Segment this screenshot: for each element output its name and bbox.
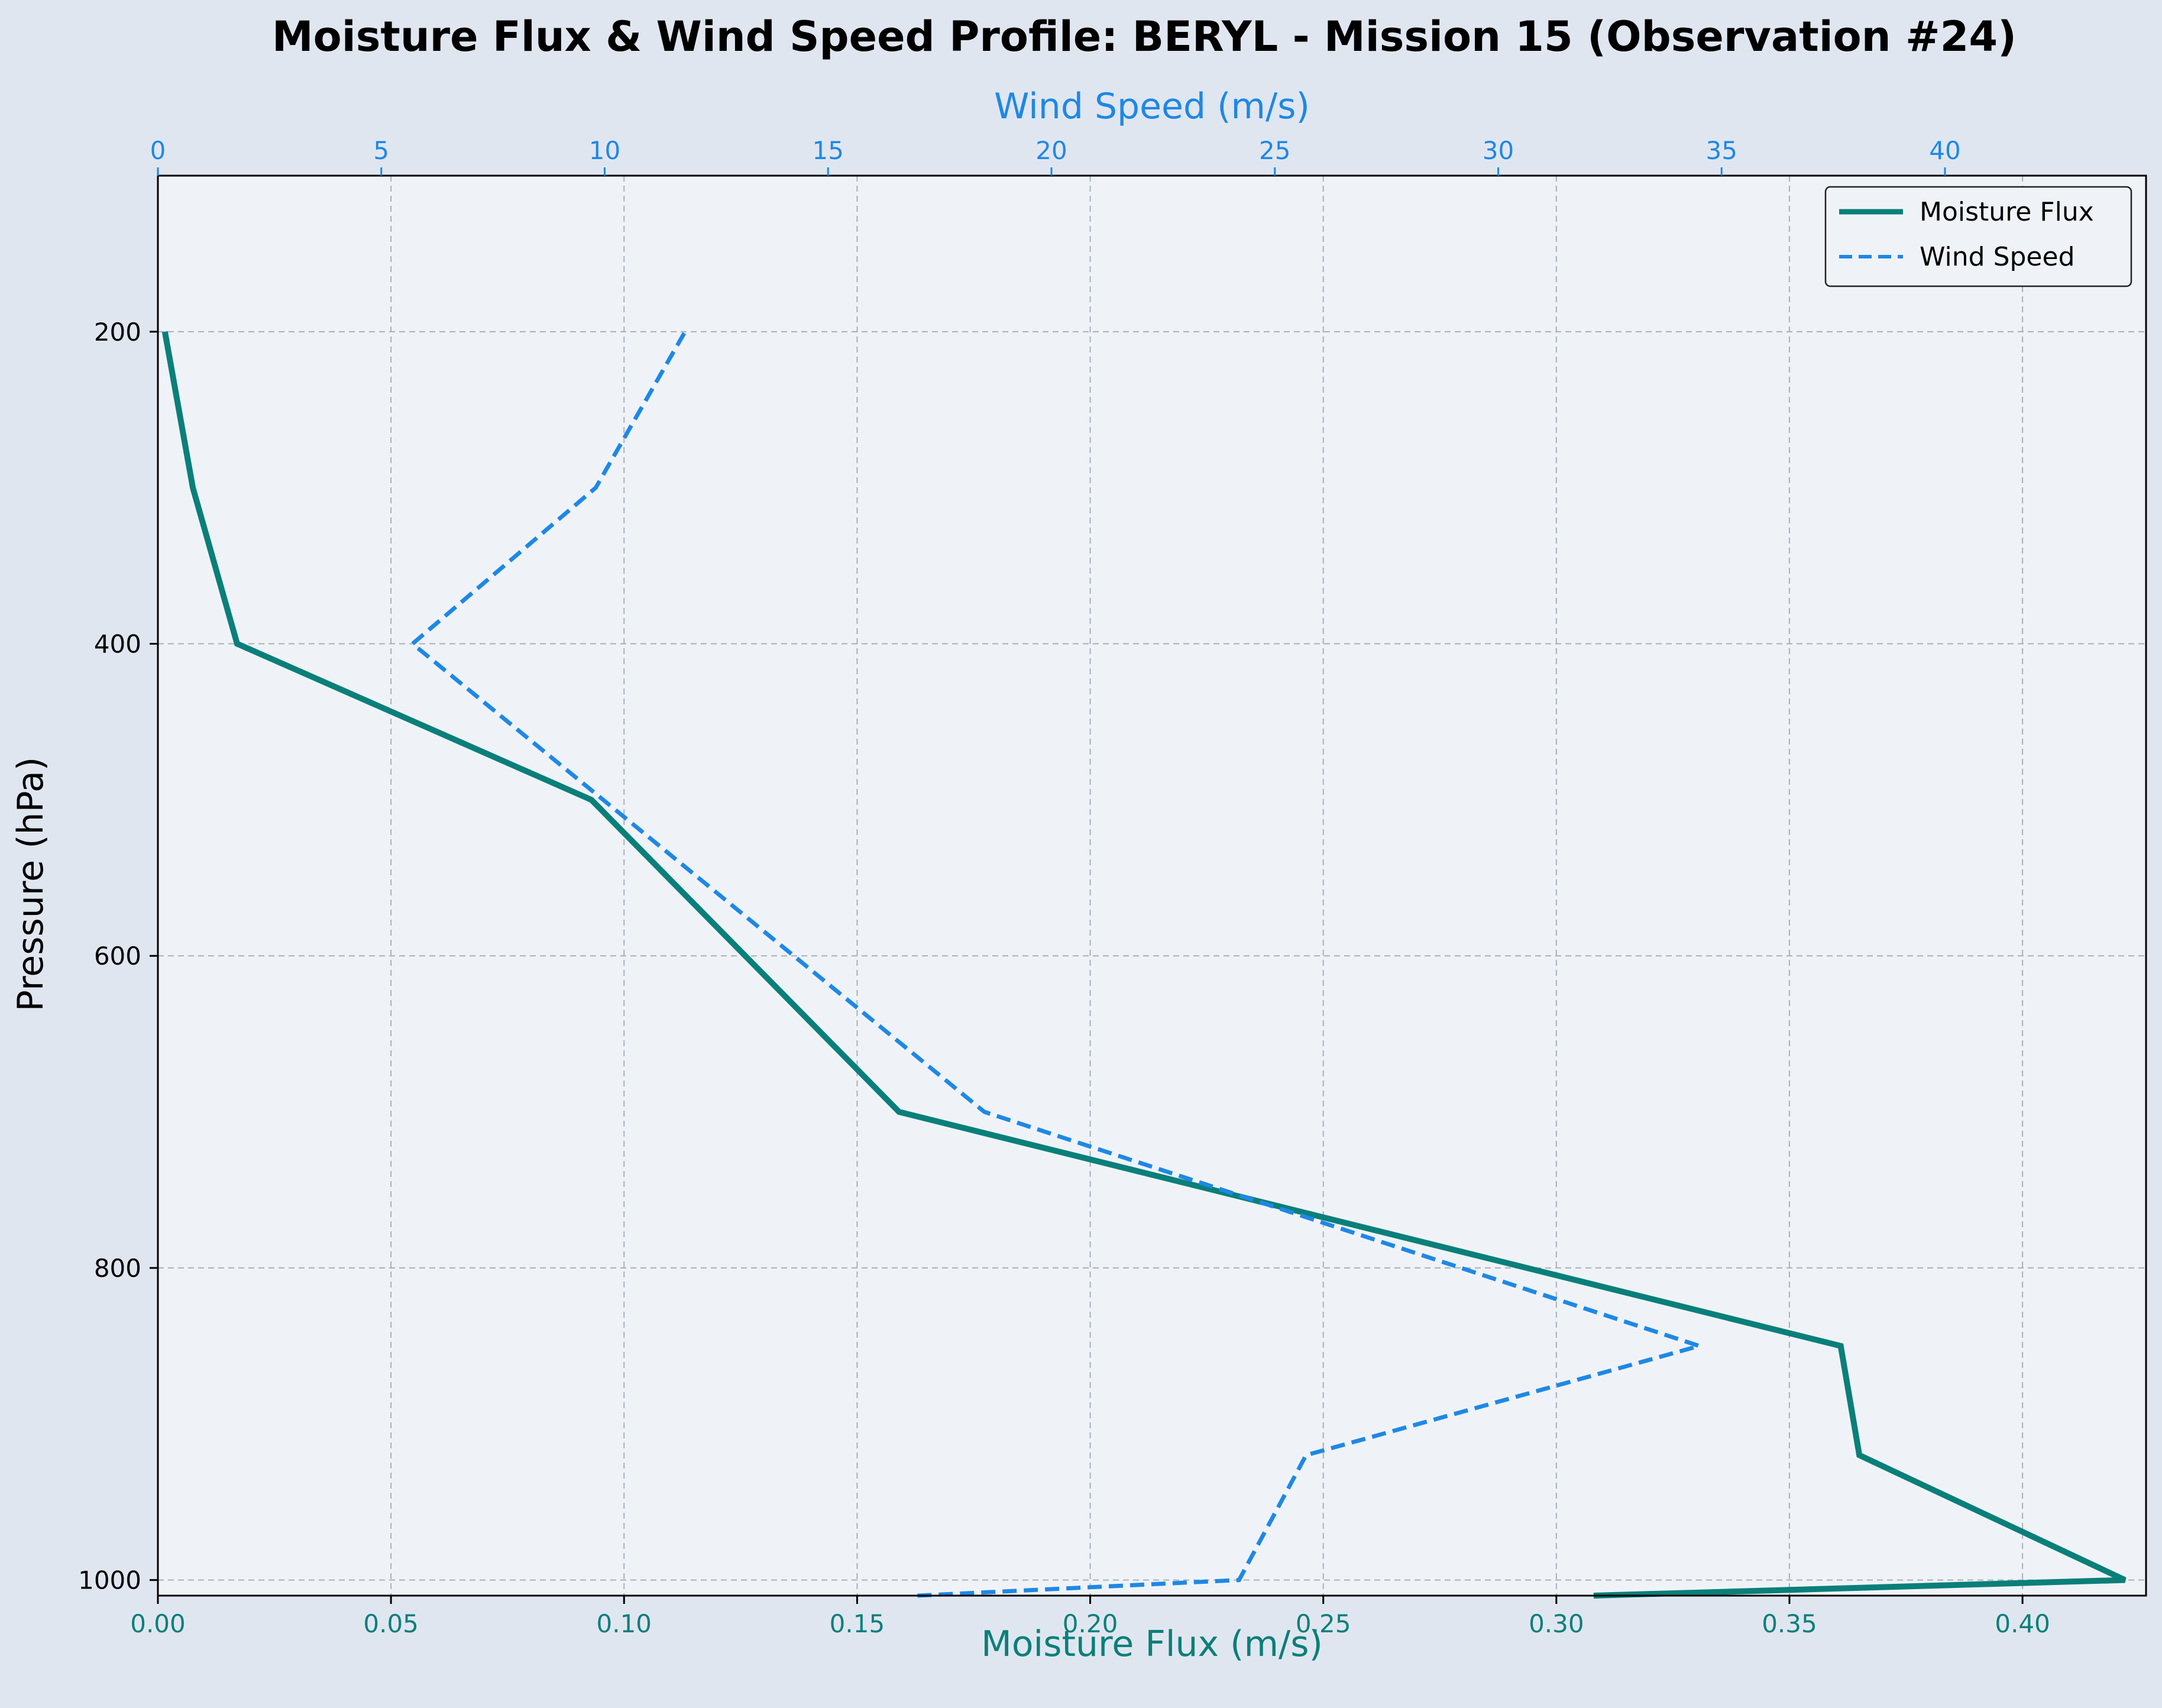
bottom-axis-label: Moisture Flux (m/s): [981, 1623, 1323, 1665]
top-tick-label: 35: [1706, 136, 1737, 165]
axis-ticks: 0.00 0.05 0.10 0.15 0.20 0.25 0.30 0.35 0.40 0 5 10…: [78, 136, 2050, 1638]
bottom-tick-label: 0.40: [1995, 1609, 2050, 1638]
left-tick-label: 400: [94, 630, 141, 659]
top-tick-label: 0: [150, 136, 166, 165]
left-tick-label: 800: [94, 1254, 141, 1283]
left-tick-label: 1000: [78, 1566, 141, 1595]
plot-area: [158, 176, 2146, 1596]
bottom-tick-label: 0.35: [1762, 1609, 1817, 1638]
top-tick-label: 15: [813, 136, 844, 165]
top-tick-label: 30: [1483, 136, 1514, 165]
bottom-tick-label: 0.25: [1296, 1609, 1351, 1638]
chart-title: Moisture Flux & Wind Speed Profile: BERY…: [272, 12, 2017, 61]
plot-frame: [157, 174, 2147, 1597]
legend: Moisture Flux Wind Speed: [1824, 186, 2132, 287]
series-layer: [161, 331, 2127, 1599]
top-tick-label: 10: [589, 136, 620, 165]
bottom-tick-label: 0.00: [130, 1609, 186, 1638]
top-tick-label: 5: [373, 136, 389, 165]
bottom-tick-label: 0.30: [1529, 1609, 1584, 1638]
top-tick-label: 25: [1259, 136, 1290, 165]
bottom-tick-label: 0.20: [1063, 1609, 1118, 1638]
top-axis-label: Wind Speed (m/s): [994, 86, 1310, 127]
legend-label-wind-speed: Wind Speed: [1920, 242, 2075, 272]
top-tick-label: 40: [1929, 136, 1960, 165]
series-line-moisture-flux: [161, 331, 2127, 1599]
series-line-wind-speed: [409, 331, 1707, 1598]
bottom-tick-label: 0.15: [830, 1609, 885, 1638]
top-tick-label: 20: [1035, 136, 1067, 165]
bottom-tick-label: 0.05: [363, 1609, 419, 1638]
left-tick-label: 600: [94, 942, 141, 971]
legend-label-moisture-flux: Moisture Flux: [1920, 197, 2094, 227]
left-tick-label: 200: [94, 318, 141, 347]
left-axis-label: Pressure (hPa): [10, 757, 51, 1011]
bottom-tick-label: 0.10: [597, 1609, 652, 1638]
